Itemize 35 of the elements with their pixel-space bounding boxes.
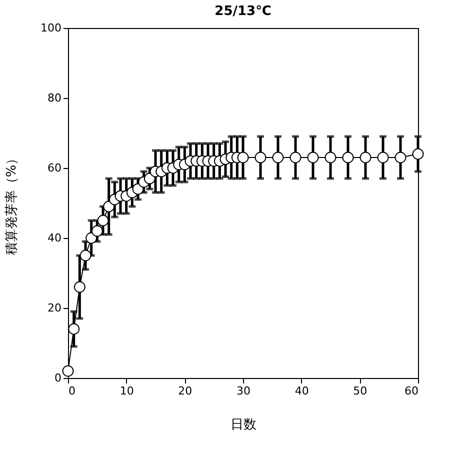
point [342,152,354,164]
point [97,214,109,226]
point [68,323,80,335]
x-tick-label: 60 [404,384,418,398]
point [103,200,115,212]
point [86,232,98,244]
x-tick-label: 10 [120,384,134,398]
point [74,281,86,293]
point [307,152,319,164]
x-tick-label: 50 [353,384,368,398]
point [324,152,336,164]
point [91,225,103,237]
y-axis-title: 積算発芽率（%） [4,152,20,256]
point [394,152,406,164]
y-tick-label: 60 [48,162,62,174]
y-tick-label: 0 [54,372,62,384]
y-tick-label: 100 [40,22,62,34]
point [377,152,389,164]
chart-title: 25/13℃ [214,4,272,19]
point [80,250,92,262]
x-tick-label: 40 [294,384,309,398]
point [237,152,249,164]
x-tick-label: 20 [178,384,192,398]
point [290,152,302,164]
y-tick-label: 20 [48,302,62,314]
x-tick-label: 0 [68,384,76,398]
point [412,148,424,160]
x-tick-label: 30 [236,384,250,398]
y-tick-label: 80 [48,92,62,104]
y-tick-label: 40 [48,232,62,244]
point [62,365,74,377]
point [360,152,372,164]
x-axis-title: 日数 [230,418,256,432]
point [254,152,266,164]
point [272,152,284,164]
